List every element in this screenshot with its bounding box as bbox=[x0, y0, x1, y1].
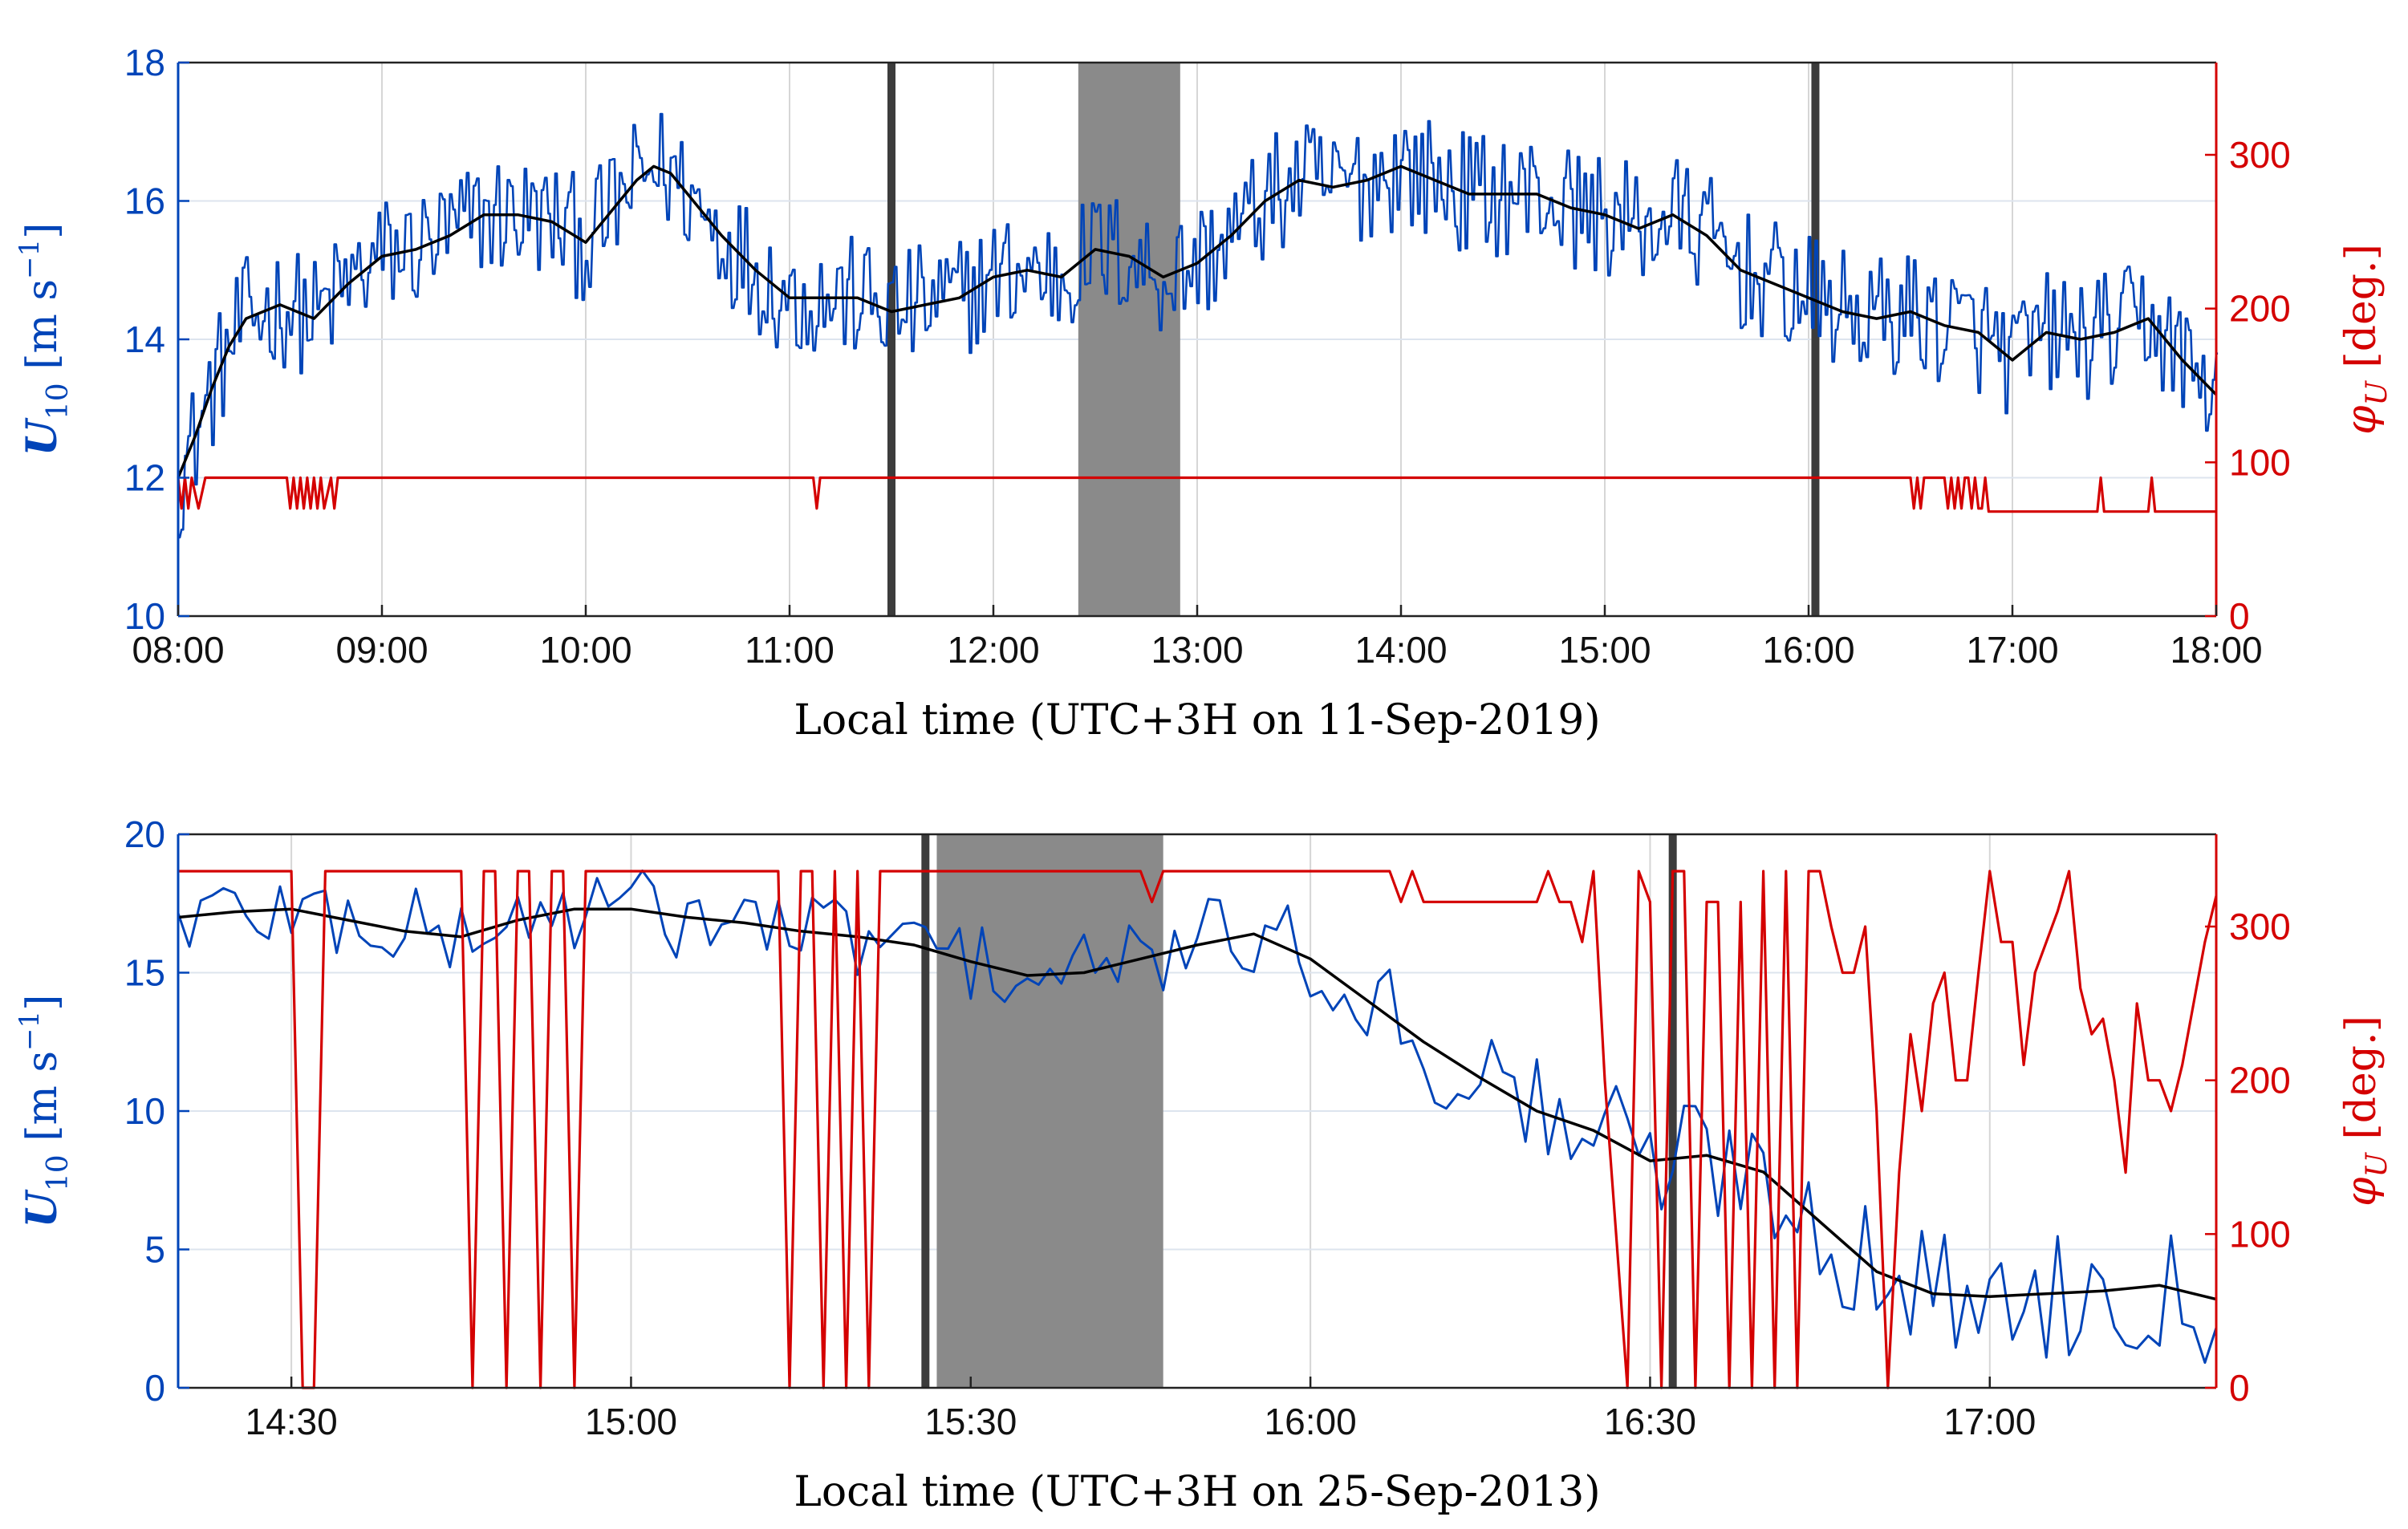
x-tick-label: 14:00 bbox=[1354, 629, 1447, 671]
y-left-tick-label: 16 bbox=[124, 180, 165, 222]
y-left-tick-label: 5 bbox=[144, 1229, 165, 1271]
y-right-tick-label: 0 bbox=[2229, 595, 2250, 637]
x-tick-label: 15:30 bbox=[924, 1401, 1017, 1442]
y-right-tick-label: 200 bbox=[2229, 1060, 2291, 1101]
top-y-left-ticks: 10 12 14 16 18 bbox=[124, 42, 189, 637]
y-left-tick-label: 12 bbox=[124, 457, 165, 499]
top-vertical-markers bbox=[887, 63, 1820, 616]
y-left-tick-label: 10 bbox=[124, 595, 165, 637]
x-tick-label: 16:00 bbox=[1265, 1401, 1357, 1442]
bottom-y-left-axis-label: U10 [m s−1] bbox=[14, 995, 75, 1228]
x-tick-label: 16:30 bbox=[1604, 1401, 1696, 1442]
y-right-tick-label: 300 bbox=[2229, 906, 2291, 947]
bottom-y-right-ticks: 0 100 200 300 bbox=[2205, 906, 2291, 1409]
x-tick-label: 13:00 bbox=[1151, 629, 1243, 671]
top-raw-wind-series bbox=[178, 112, 2219, 539]
y-left-tick-label: 18 bbox=[124, 42, 165, 83]
top-x-axis-label: Local time (UTC+3H on 11-Sep-2019) bbox=[794, 696, 1600, 744]
x-tick-label: 15:00 bbox=[1558, 629, 1651, 671]
top-y-right-ticks: 0 100 200 300 bbox=[2205, 134, 2291, 637]
x-tick-label: 16:00 bbox=[1762, 629, 1854, 671]
top-y-left-axis-label: U10 [m s−1] bbox=[14, 223, 75, 456]
x-tick-label: 10:00 bbox=[539, 629, 631, 671]
top-x-ticks: 08:00 09:00 10:00 11:00 12:00 13:00 14:00 15:00… bbox=[132, 605, 2263, 671]
y-left-tick-label: 20 bbox=[124, 813, 165, 855]
bottom-y-left-ticks: 0 5 10 15 20 bbox=[124, 813, 189, 1409]
x-tick-label: 17:00 bbox=[1943, 1401, 2036, 1442]
x-tick-label: 15:00 bbox=[585, 1401, 677, 1442]
bottom-x-ticks: 14:30 15:00 15:30 16:00 16:30 17:00 bbox=[246, 1377, 2036, 1442]
y-left-tick-label: 14 bbox=[124, 318, 165, 360]
y-right-tick-label: 100 bbox=[2229, 1213, 2291, 1255]
top-y-right-axis-label: φU [deg.] bbox=[2337, 244, 2394, 435]
bottom-y-right-axis-label: φU [deg.] bbox=[2337, 1016, 2394, 1207]
x-tick-label: 18:00 bbox=[2170, 629, 2262, 671]
y-left-tick-label: 15 bbox=[124, 952, 165, 994]
y-right-tick-label: 0 bbox=[2229, 1367, 2250, 1409]
x-tick-label: 17:00 bbox=[1966, 629, 2058, 671]
bottom-frame bbox=[177, 833, 2218, 1389]
bottom-x-axis-label: Local time (UTC+3H on 25-Sep-2013) bbox=[794, 1468, 1600, 1516]
shaded-interval bbox=[936, 834, 1163, 1388]
wind-direction-line bbox=[177, 476, 2216, 513]
y-right-tick-label: 100 bbox=[2229, 441, 2291, 483]
top-panel: 08:00 09:00 10:00 11:00 12:00 13:00 14:00 15:00… bbox=[14, 42, 2394, 744]
x-tick-label: 09:00 bbox=[335, 629, 428, 671]
x-tick-label: 14:30 bbox=[246, 1401, 338, 1442]
x-tick-label: 08:00 bbox=[132, 629, 224, 671]
y-left-tick-label: 0 bbox=[144, 1367, 165, 1409]
x-tick-label: 11:00 bbox=[745, 629, 834, 671]
raw-wind-speed-line bbox=[178, 112, 2219, 539]
y-right-tick-label: 200 bbox=[2229, 288, 2291, 330]
top-shaded-intervals bbox=[1078, 63, 1180, 616]
y-right-tick-label: 300 bbox=[2229, 134, 2291, 176]
y-left-tick-label: 10 bbox=[124, 1090, 165, 1132]
top-series bbox=[177, 164, 2218, 513]
bottom-panel: 14:30 15:00 15:30 16:00 16:30 17:00 05101520 … bbox=[14, 813, 2394, 1516]
smoothed-wind-speed-line bbox=[177, 164, 2218, 479]
bottom-shaded-intervals bbox=[936, 834, 1163, 1388]
shaded-interval bbox=[1078, 63, 1180, 616]
x-tick-label: 12:00 bbox=[947, 629, 1039, 671]
